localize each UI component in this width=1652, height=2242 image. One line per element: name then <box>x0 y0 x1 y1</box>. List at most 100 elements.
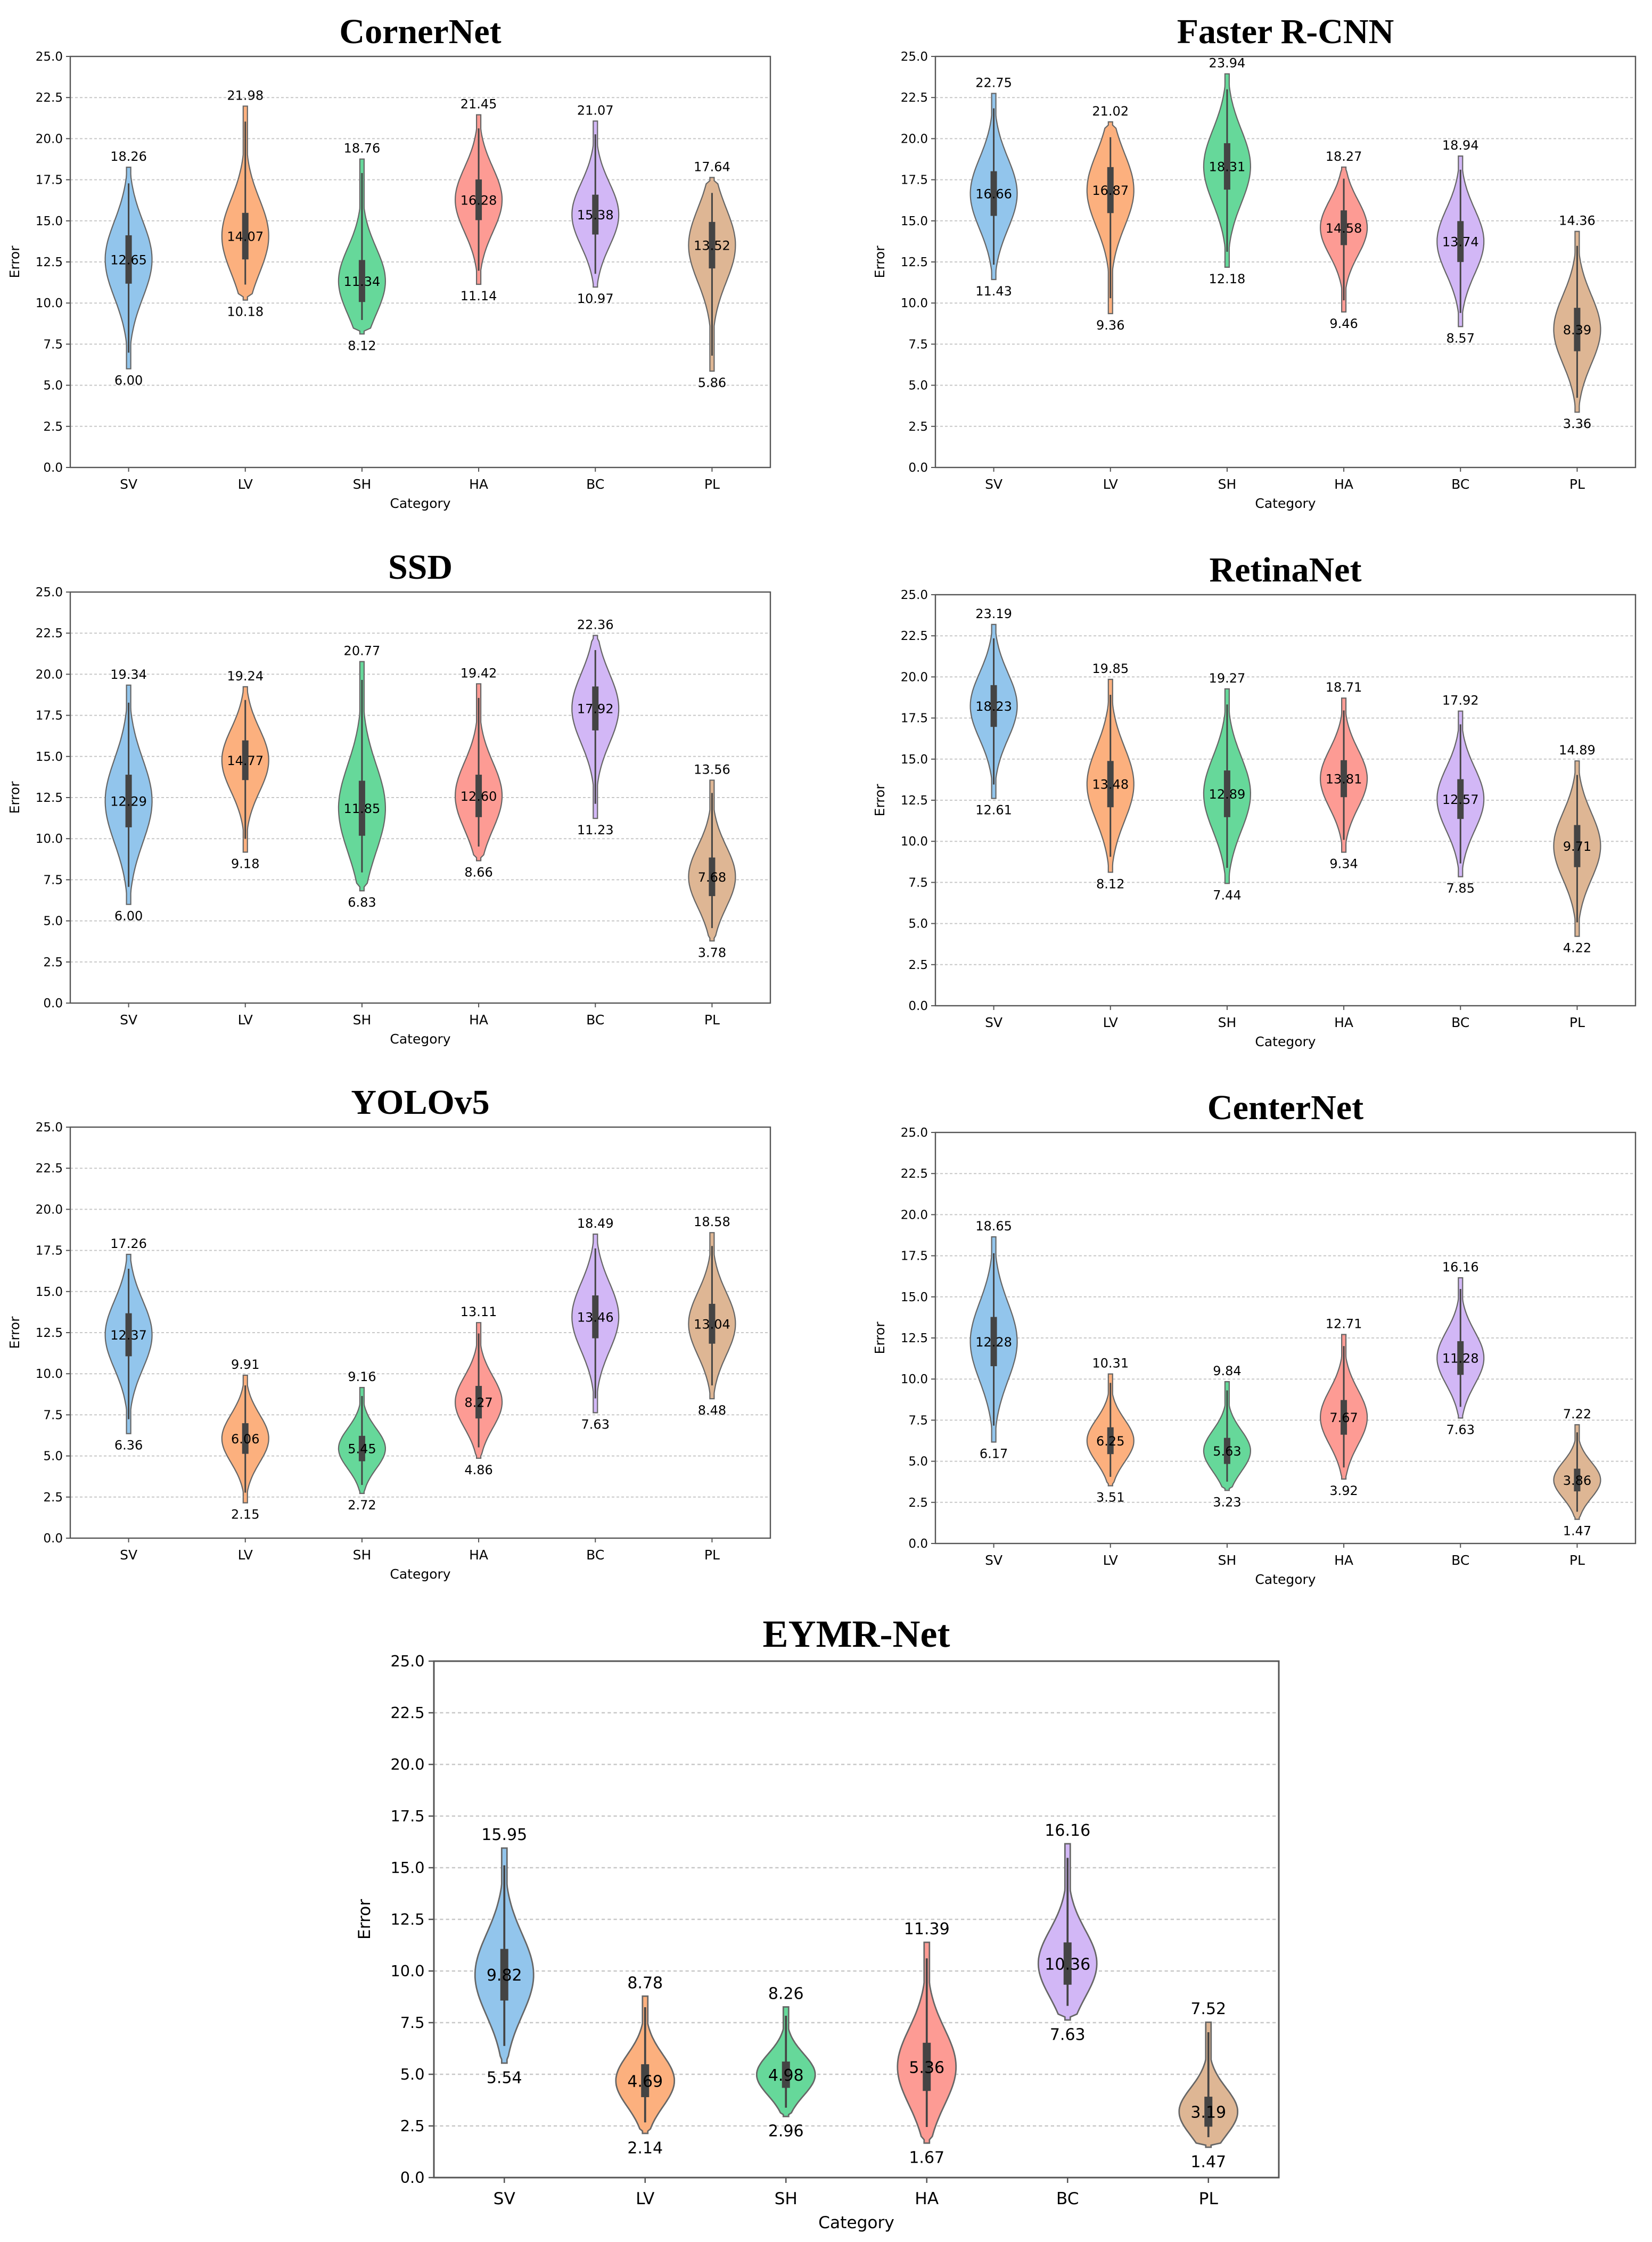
iqr-box <box>1107 1427 1114 1455</box>
y-axis-label: Error <box>7 1316 22 1349</box>
x-tick-label: BC <box>586 1012 604 1028</box>
max-label: 17.26 <box>110 1236 147 1251</box>
median-label: 14.58 <box>1326 221 1362 236</box>
x-tick-label: SH <box>353 1012 372 1028</box>
median-label: 14.07 <box>227 229 264 244</box>
y-tick-label: 10.0 <box>901 1373 928 1386</box>
y-tick-label: 5.0 <box>43 379 63 393</box>
iqr-box <box>592 686 599 730</box>
max-label: 18.71 <box>1326 680 1362 695</box>
y-tick-label: 22.5 <box>390 1704 424 1722</box>
x-tick-label: HA <box>1334 477 1353 492</box>
max-label: 20.77 <box>344 644 381 659</box>
median-label: 12.60 <box>461 789 497 804</box>
max-label: 13.56 <box>694 762 730 777</box>
y-tick-label: 25.0 <box>901 1126 928 1140</box>
min-label: 12.61 <box>975 803 1012 818</box>
median-label: 18.23 <box>975 699 1012 714</box>
x-tick-label: PL <box>1199 2189 1219 2208</box>
min-label: 6.00 <box>114 373 143 388</box>
y-tick-label: 5.0 <box>908 917 928 931</box>
median-label: 13.48 <box>1092 777 1129 792</box>
iqr-box <box>358 1435 365 1461</box>
median-label: 3.19 <box>1190 2103 1226 2122</box>
median-label: 12.57 <box>1442 792 1479 807</box>
median-label: 13.74 <box>1442 235 1479 250</box>
min-label: 6.00 <box>114 909 143 924</box>
x-tick-label: SV <box>985 477 1002 492</box>
max-label: 17.64 <box>694 159 730 174</box>
y-tick-label: 22.5 <box>901 91 928 105</box>
iqr-box <box>1341 210 1347 245</box>
iqr-box <box>358 260 365 302</box>
y-tick-label: 12.5 <box>901 1332 928 1345</box>
max-label: 9.84 <box>1213 1364 1241 1378</box>
x-tick-label: LV <box>1103 1015 1118 1030</box>
chart-yolov5: YOLOv5 17.26 12.37 6.36 9.91 6.06 2.15 9.16 5.4… <box>7 1083 771 1582</box>
max-label: 16.16 <box>1442 1260 1479 1275</box>
y-tick-label: 20.0 <box>36 668 63 681</box>
iqr-box <box>1341 1400 1347 1435</box>
min-label: 5.54 <box>487 2069 522 2088</box>
y-tick-label: 12.5 <box>36 791 63 805</box>
max-label: 17.92 <box>1442 693 1479 708</box>
y-tick-label: 12.5 <box>901 794 928 808</box>
min-label: 2.96 <box>768 2122 804 2141</box>
max-label: 19.34 <box>110 667 147 682</box>
iqr-box <box>242 740 249 781</box>
violin-plot: 23.19 18.23 12.61 19.85 13.48 8.12 19.27 12.89 7… <box>872 588 1637 1049</box>
max-label: 18.58 <box>694 1214 730 1229</box>
max-label: 18.65 <box>975 1219 1012 1234</box>
median-label: 4.98 <box>768 2066 804 2085</box>
median-label: 3.86 <box>1563 1473 1591 1488</box>
median-label: 9.71 <box>1563 839 1591 854</box>
y-axis-label: Error <box>355 1899 374 1940</box>
iqr-box <box>125 775 132 827</box>
y-tick-label: 25.0 <box>36 50 63 64</box>
y-tick-label: 15.0 <box>390 1859 424 1877</box>
y-tick-label: 17.5 <box>901 712 928 726</box>
x-tick-label: BC <box>1451 1015 1469 1030</box>
min-label: 9.46 <box>1329 316 1358 331</box>
median-label: 5.45 <box>348 1442 376 1457</box>
min-label: 8.48 <box>698 1403 726 1418</box>
y-tick-label: 10.0 <box>390 1962 424 1980</box>
x-tick-label: SH <box>353 1547 372 1563</box>
min-label: 3.78 <box>698 945 726 960</box>
min-label: 2.15 <box>231 1507 259 1522</box>
x-tick-label: SV <box>120 477 137 492</box>
y-tick-label: 10.0 <box>901 297 928 310</box>
max-label: 21.07 <box>577 103 614 118</box>
iqr-box <box>1223 770 1230 817</box>
iqr-box <box>709 221 716 269</box>
max-label: 22.36 <box>577 618 614 633</box>
x-tick-label: PL <box>1569 1015 1585 1030</box>
y-tick-label: 20.0 <box>901 670 928 684</box>
y-tick-label: 15.0 <box>901 215 928 228</box>
median-label: 11.28 <box>1442 1351 1479 1366</box>
iqr-box <box>1574 308 1581 351</box>
x-tick-label: PL <box>1569 1553 1585 1568</box>
max-label: 19.42 <box>461 666 497 680</box>
median-label: 5.63 <box>1213 1444 1241 1459</box>
y-tick-label: 17.5 <box>901 174 928 187</box>
x-axis-label: Category <box>390 1031 450 1047</box>
violin-plot: 18.26 12.65 6.00 21.98 14.07 10.18 18.76 11.34 8… <box>7 50 771 511</box>
y-tick-label: 22.5 <box>36 1162 63 1176</box>
max-label: 16.16 <box>1045 1821 1090 1840</box>
x-tick-label: BC <box>586 477 604 492</box>
x-tick-label: HA <box>915 2189 939 2208</box>
median-label: 11.85 <box>344 801 381 816</box>
violin-plot: 19.34 12.29 6.00 19.24 14.77 9.18 20.77 11.85 6.… <box>7 586 771 1047</box>
y-tick-label: 5.0 <box>908 379 928 393</box>
min-label: 4.22 <box>1563 941 1591 956</box>
median-label: 11.34 <box>344 274 381 289</box>
y-tick-label: 15.0 <box>36 750 63 764</box>
y-tick-label: 25.0 <box>901 588 928 602</box>
iqr-box <box>709 1303 716 1344</box>
min-label: 8.57 <box>1446 331 1475 346</box>
max-label: 15.95 <box>481 1826 527 1844</box>
y-tick-label: 7.5 <box>908 338 928 351</box>
chart-centernet: CenterNet 18.65 12.28 6.17 10.31 6.25 3.51 9.8… <box>872 1088 1637 1587</box>
min-label: 1.47 <box>1190 2153 1226 2171</box>
